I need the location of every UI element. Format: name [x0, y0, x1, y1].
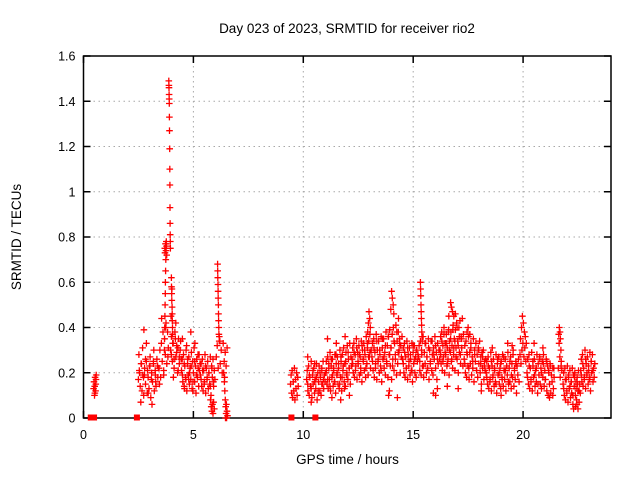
chart-title: Day 023 of 2023, SRMTID for receiver rio…	[219, 21, 475, 36]
y-tick-label: 1.4	[58, 95, 75, 109]
y-tick-label: 0.8	[58, 231, 75, 245]
y-tick-label: 0.2	[58, 366, 75, 380]
scatter-plus-markers	[90, 77, 599, 422]
y-tick-label: 1	[69, 185, 76, 199]
data-points	[90, 77, 599, 422]
zero-square-marker	[133, 414, 140, 421]
zero-square-marker	[91, 414, 98, 421]
y-tick-label: 0.4	[58, 321, 75, 335]
plot-border	[82, 55, 612, 419]
x-tick-label: 15	[406, 428, 420, 442]
x-tick-label: 10	[296, 428, 310, 442]
x-tick-label: 20	[516, 428, 530, 442]
x-axis-label: GPS time / hours	[296, 452, 399, 467]
y-tick-label: 1.6	[58, 50, 75, 64]
x-tick-label: 5	[190, 428, 197, 442]
tick-labels: 0 5 10 15 20 0 0.2 0.4 0.6 0.8 1 1.2 1.4 1.6	[58, 50, 530, 443]
x-tick-label: 0	[80, 428, 87, 442]
zero-square-marker	[312, 414, 319, 421]
y-axis-label: SRMTID / TECUs	[9, 184, 24, 291]
zero-square-marker	[87, 414, 94, 421]
y-tick-label: 0.6	[58, 276, 75, 290]
y-tick-label: 0	[69, 412, 76, 426]
gridlines	[83, 56, 611, 418]
zero-square-marker	[288, 414, 295, 421]
zero-value-markers	[87, 414, 319, 421]
y-tick-label: 1.2	[58, 140, 75, 154]
